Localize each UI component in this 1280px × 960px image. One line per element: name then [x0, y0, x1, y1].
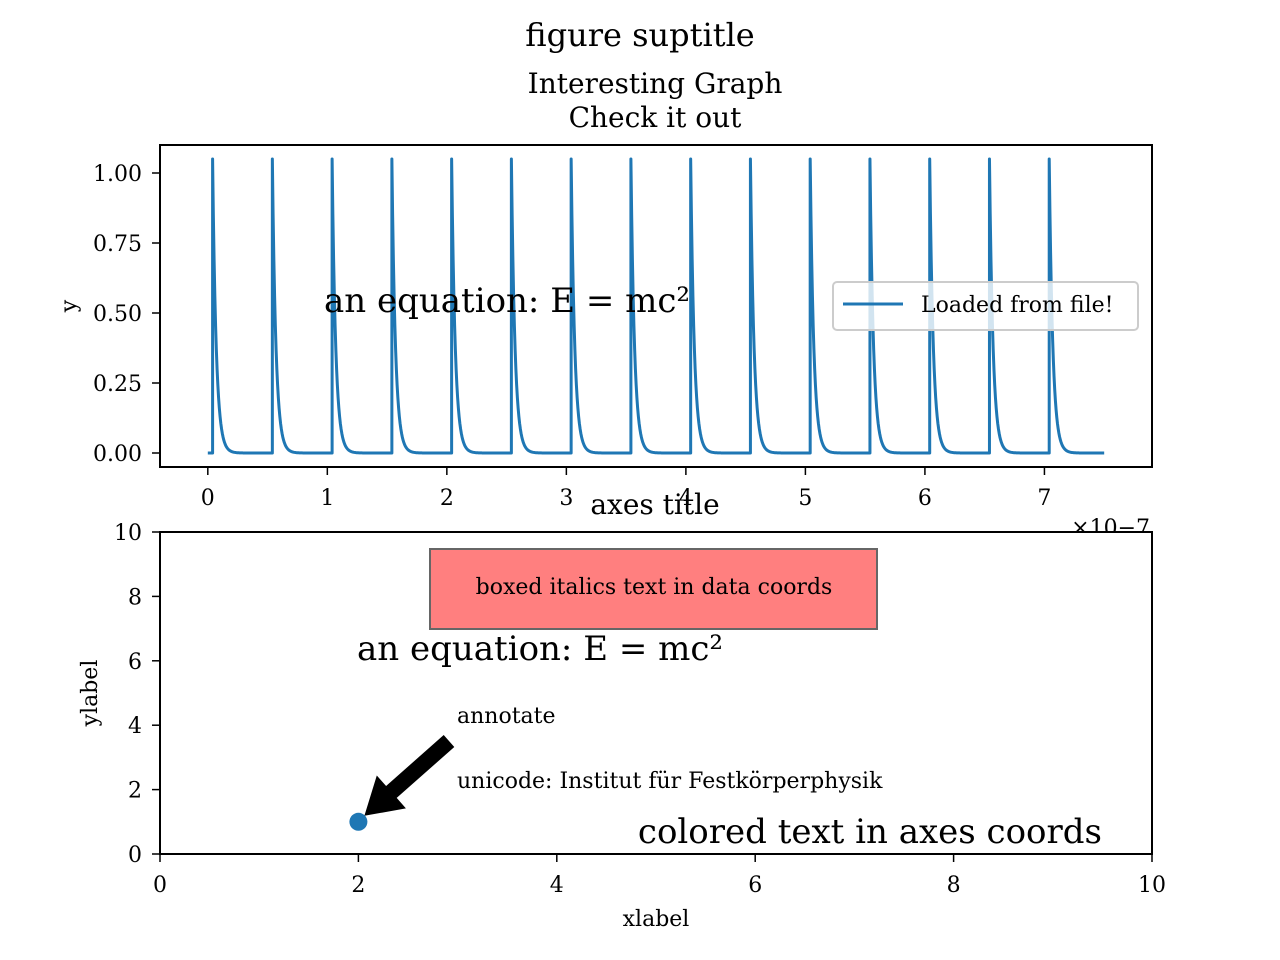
bottom-y-tick-label: 6: [128, 650, 142, 675]
top-x-tick-label: 5: [798, 486, 812, 511]
bottom-equation-text: an equation: E = mc²: [357, 629, 723, 669]
bottom-axes-xlabel: xlabel: [623, 907, 690, 932]
top-x-tick-label: 0: [201, 486, 215, 511]
top-legend: Loaded from file!: [832, 281, 1139, 331]
bottom-y-ticks: 0 2 4 6 8 10: [114, 521, 160, 868]
top-y-tick-label: 0.25: [93, 372, 142, 397]
bottom-axes: axes title boxed italics text in data co…: [78, 488, 1166, 932]
annotate-text: annotate: [457, 704, 556, 729]
top-y-tick-label: 0.00: [93, 442, 142, 467]
top-plot-area: [207, 157, 1106, 455]
top-y-tick-label: 0.50: [93, 302, 142, 327]
boxed-text: boxed italics text in data coords: [476, 575, 833, 600]
bottom-axes-title: axes title: [590, 488, 719, 521]
top-x-tick-label: 7: [1037, 486, 1051, 511]
bottom-axes-frame: [159, 531, 1153, 855]
top-axes-title-line1: Interesting Graph: [528, 67, 783, 100]
top-y-tick-label: 1.00: [93, 162, 142, 187]
figure-suptitle: figure suptitle: [525, 16, 754, 54]
bottom-y-tick-label: 8: [128, 585, 142, 610]
top-x-tick-label: 6: [918, 486, 932, 511]
top-x-tick-label: 2: [440, 486, 454, 511]
colored-text: colored text in axes coords: [638, 812, 1102, 852]
bottom-x-tick-label: 10: [1138, 873, 1166, 898]
top-x-tick-label: 1: [320, 486, 334, 511]
top-x-tick-label: 3: [559, 486, 573, 511]
unicode-text: unicode: Institut für Festkörperphysik: [457, 769, 883, 794]
legend-frame: [832, 281, 1139, 331]
bottom-x-tick-label: 6: [748, 873, 762, 898]
bottom-x-tick-label: 4: [550, 873, 564, 898]
scatter-points: [349, 812, 368, 831]
top-axes-title-line2: Check it out: [569, 101, 743, 134]
bottom-x-tick-label: 2: [351, 873, 365, 898]
bottom-y-tick-label: 10: [114, 521, 142, 546]
scatter-point: [349, 812, 368, 831]
boxed-text-box: [429, 548, 878, 630]
bottom-x-tick-label: 8: [947, 873, 961, 898]
top-y-ticks: 0.00 0.25 0.50 0.75 1.00: [93, 162, 160, 467]
top-x-ticks: 0 1 2 3 4 5 6 7: [201, 467, 1051, 511]
legend-label: Loaded from file!: [921, 293, 1113, 318]
bottom-x-ticks: 0 2 4 6 8 10: [153, 854, 1166, 898]
top-axes-frame: [159, 144, 1153, 468]
top-series-line: [207, 157, 1106, 455]
bottom-y-tick-label: 4: [128, 714, 142, 739]
bottom-axes-ylabel: ylabel: [78, 660, 103, 728]
annotation-arrow: [364, 735, 455, 816]
top-axes-ylabel: y: [57, 299, 82, 313]
top-x-tick-label: 4: [679, 486, 693, 511]
annotation-arrow-shape: [364, 735, 455, 816]
bottom-x-tick-label: 0: [153, 873, 167, 898]
top-equation-text: an equation: E = mc²: [324, 281, 690, 321]
top-y-tick-label: 0.75: [93, 232, 142, 257]
bottom-y-tick-label: 2: [128, 779, 142, 804]
bottom-y-tick-label: 0: [128, 843, 142, 868]
